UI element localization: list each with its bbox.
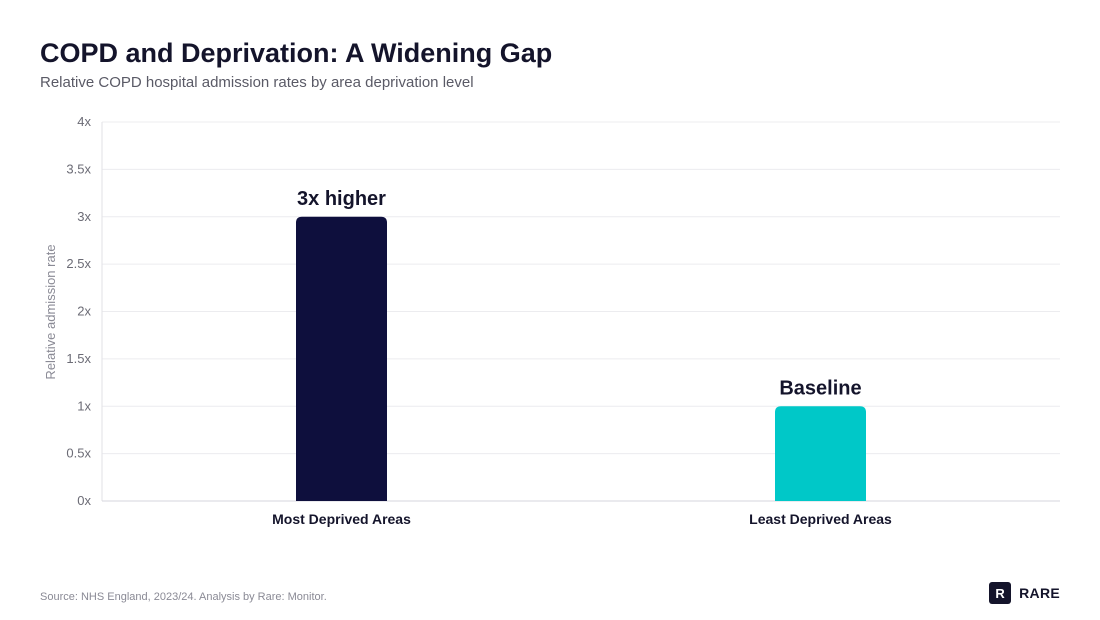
y-tick-label: 4x (77, 114, 91, 129)
brand-mark-icon: R (989, 582, 1012, 604)
chart-title: COPD and Deprivation: A Widening Gap (40, 38, 553, 68)
y-tick-label: 0x (77, 493, 91, 508)
brand-logo: R RARE (989, 582, 1060, 604)
bar-chart: 0x 0.5x 1x 1.5x 2x 2.5x 3x 3.5x 4x Relative admis… (43, 114, 1060, 527)
y-axis-label: Relative admission rate (43, 244, 58, 379)
y-tick-label: 1.5x (66, 351, 91, 366)
y-tick-label: 2x (77, 304, 91, 319)
bar-data-label: Baseline (779, 377, 861, 399)
y-tick-label: 3x (77, 209, 91, 224)
y-tick-label: 1x (77, 398, 91, 413)
bar-least-deprived-areas (775, 406, 866, 501)
y-tick-label: 0.5x (66, 446, 91, 461)
brand-name: RARE (1019, 585, 1060, 601)
chart-subtitle: Relative COPD hospital admission rates b… (40, 74, 474, 91)
bar-most-deprived-areas (296, 216, 387, 501)
source-note: Source: NHS England, 2023/24. Analysis b… (40, 591, 327, 603)
x-tick-label: Most Deprived Areas (272, 511, 411, 527)
y-tick-label: 3.5x (66, 161, 91, 176)
y-tick-label: 2.5x (66, 256, 91, 271)
x-tick-label: Least Deprived Areas (749, 511, 892, 527)
bar-data-label: 3x higher (297, 188, 386, 210)
